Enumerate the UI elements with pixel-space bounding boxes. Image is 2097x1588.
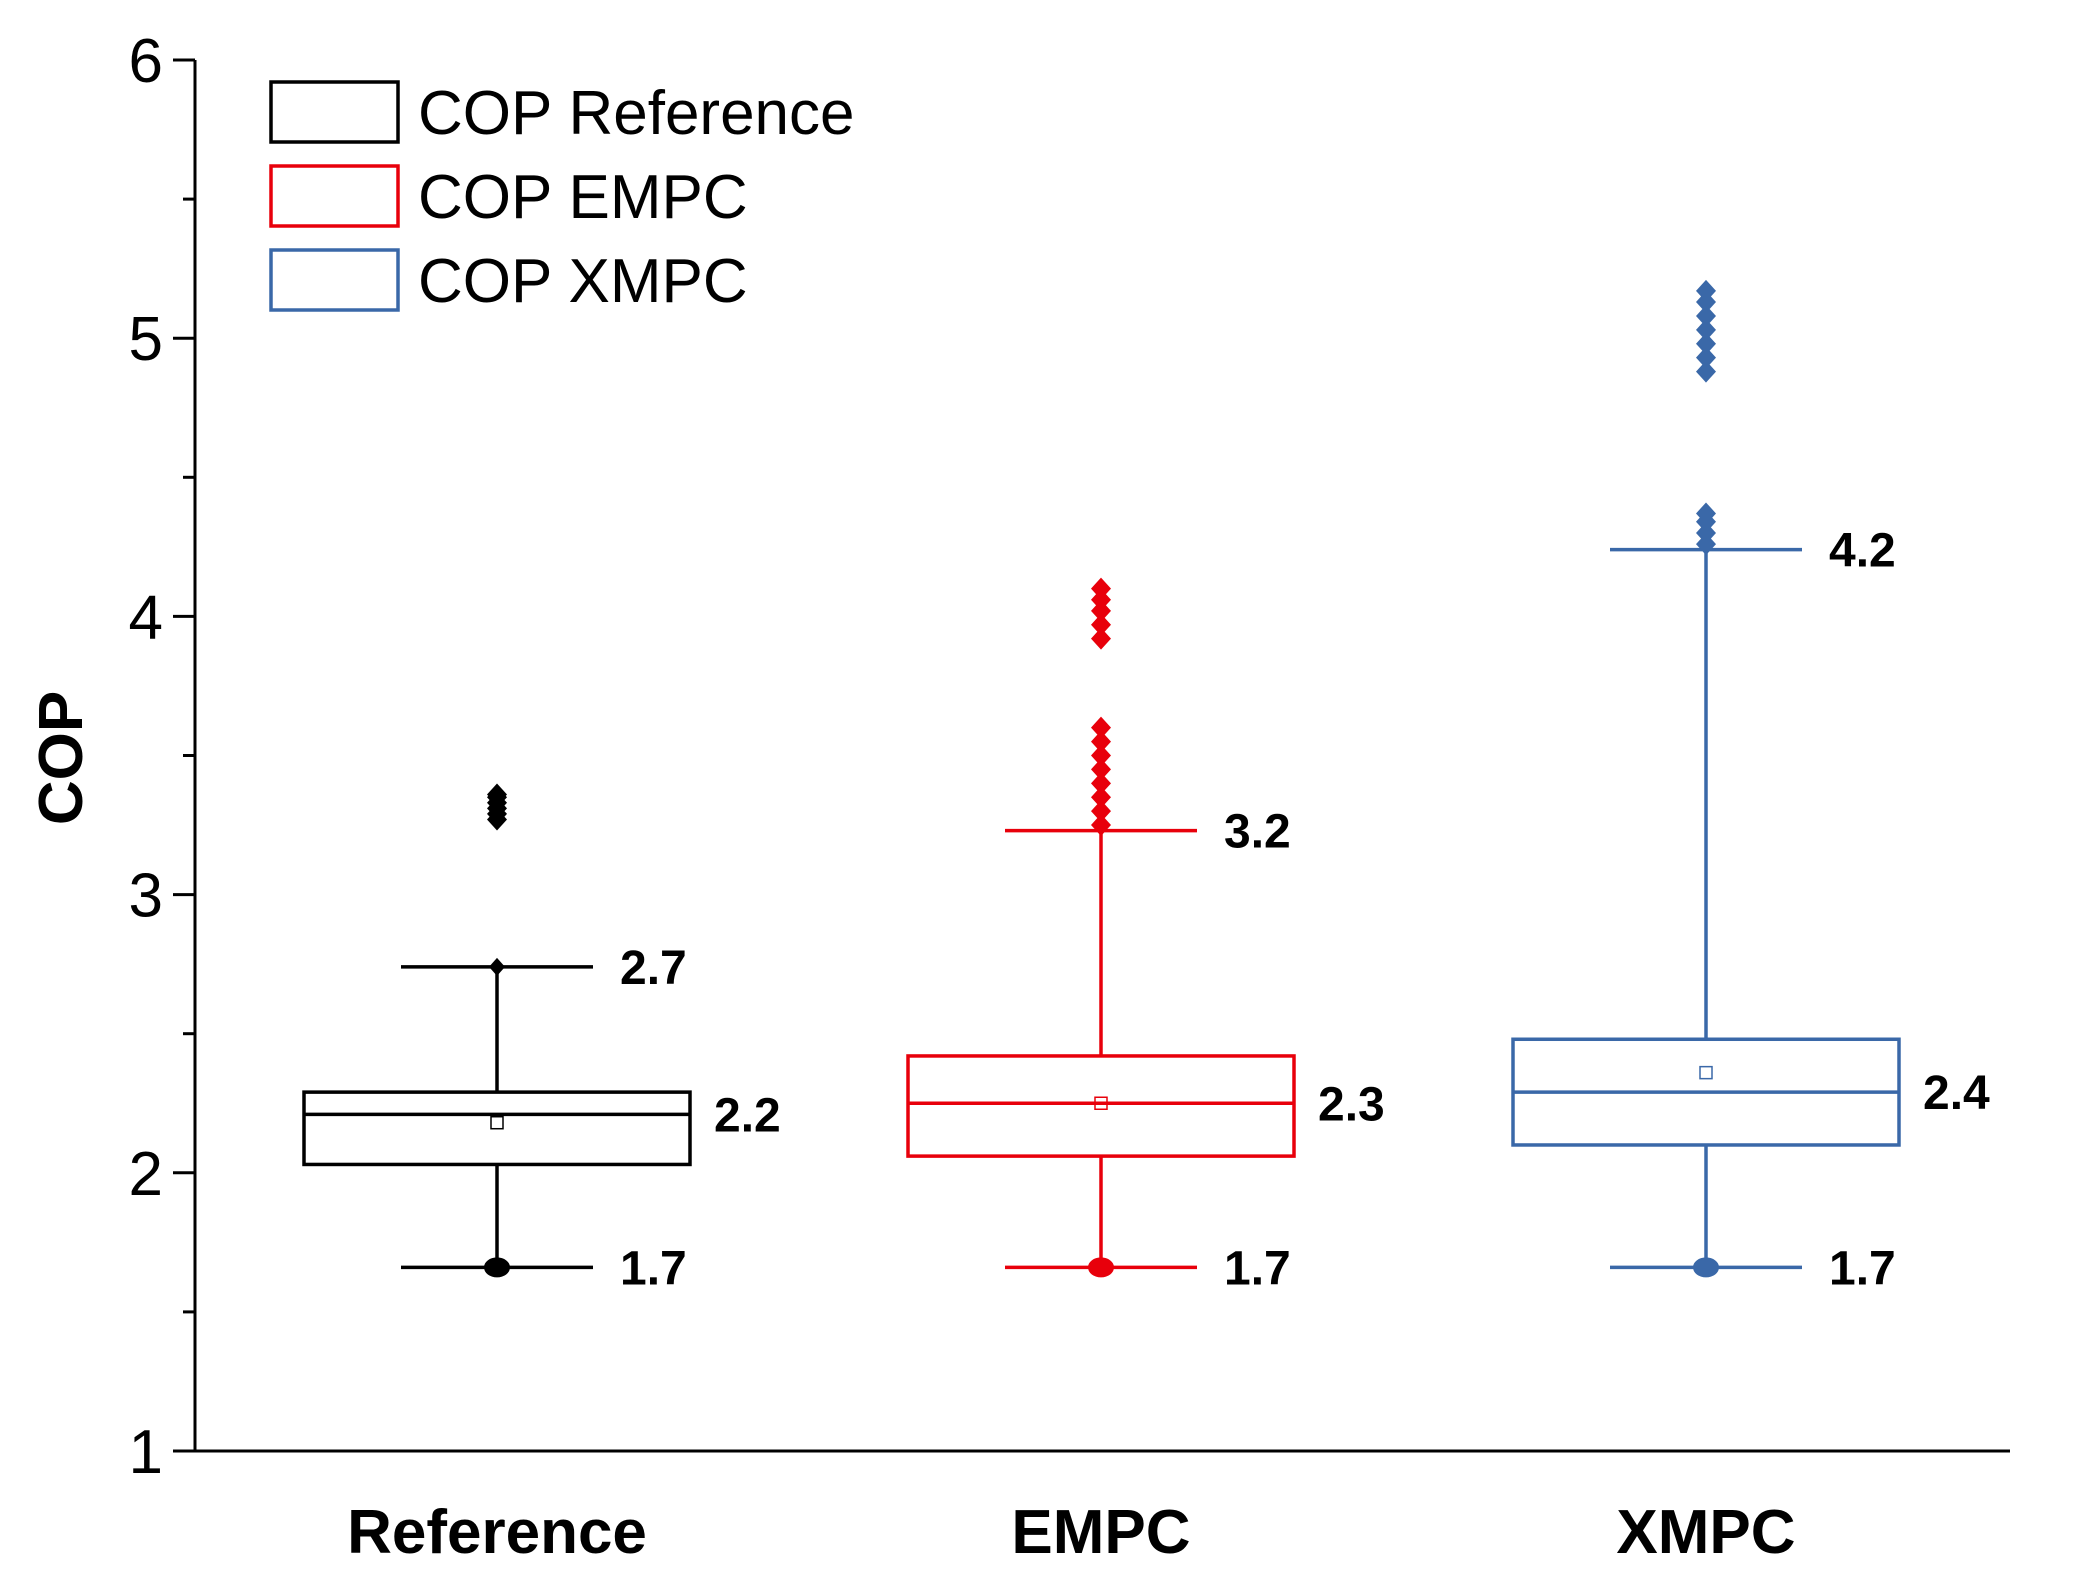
outlier-point	[1696, 360, 1716, 383]
x-category-label: Reference	[347, 1498, 647, 1567]
low-cluster-point	[1693, 1257, 1719, 1278]
outlier-point	[1696, 318, 1716, 341]
outlier-point	[1091, 730, 1111, 753]
low-cluster-point	[1088, 1257, 1114, 1278]
value-label-high: 2.7	[620, 942, 687, 995]
outlier-point	[1091, 744, 1111, 767]
mean-marker	[1699, 1065, 1713, 1080]
y-tick-label: 2	[129, 1140, 163, 1209]
outlier-point	[1091, 613, 1111, 636]
y-tick-label: 6	[129, 27, 163, 96]
outlier-point	[1091, 772, 1111, 795]
value-label-low: 1.7	[1829, 1242, 1896, 1295]
value-label-high: 3.2	[1224, 806, 1291, 859]
legend-label: COP EMPC	[418, 163, 748, 232]
axes: 1 2 3 4 5 6 COP Reference EMPC XMPC	[27, 27, 2010, 1567]
outlier-point	[1696, 304, 1716, 327]
box-group-xmpc: 4.2 2.4 1.7	[1511, 279, 1990, 1295]
outlier-point	[1091, 800, 1111, 823]
x-category-label: XMPC	[1616, 1498, 1795, 1567]
legend-swatch	[269, 80, 400, 144]
mean-marker	[1094, 1096, 1108, 1110]
box-group-reference: 2.7 2.2 1.7	[302, 783, 781, 1295]
mean-marker	[490, 1115, 504, 1130]
box-group-empc: 3.2 2.3 1.7	[906, 577, 1385, 1295]
outlier-point	[1696, 521, 1716, 544]
low-cluster-point	[484, 1257, 510, 1278]
y-tick-label: 1	[129, 1418, 163, 1487]
value-label-high: 4.2	[1829, 525, 1896, 578]
outlier-point	[1696, 291, 1716, 314]
y-tick-label: 5	[129, 305, 163, 374]
outlier-point	[1696, 332, 1716, 355]
outlier-point	[1696, 502, 1716, 525]
outlier-point	[1091, 588, 1111, 611]
outlier-point	[1696, 346, 1716, 369]
outlier-point	[1091, 577, 1111, 600]
outlier-point	[1091, 758, 1111, 781]
legend-swatch	[269, 248, 400, 312]
outlier-point	[487, 783, 507, 806]
value-label-low: 1.7	[620, 1242, 687, 1295]
legend-label: COP Reference	[418, 79, 855, 148]
outlier-point	[1696, 533, 1716, 556]
value-label-median: 2.2	[714, 1089, 781, 1142]
legend-label: COP XMPC	[418, 247, 748, 316]
legend-swatch	[269, 164, 400, 228]
outlier-point	[1091, 814, 1111, 837]
x-category-label: EMPC	[1011, 1498, 1190, 1567]
y-tick-label: 3	[129, 862, 163, 931]
legend: COP Reference COP EMPC COP XMPC	[269, 79, 855, 316]
cap-point	[489, 957, 505, 976]
value-label-low: 1.7	[1224, 1242, 1291, 1295]
outlier-point	[1696, 279, 1716, 302]
box-plots: 2.7 2.2 1.7 3.2 2.3 1.7 4.2 2.4 1.7	[302, 279, 1990, 1295]
y-axis-title: COP	[27, 691, 96, 825]
outlier-point	[1091, 599, 1111, 622]
y-tick-label: 4	[129, 583, 163, 652]
outlier-point	[1091, 627, 1111, 650]
outlier-point	[1091, 786, 1111, 809]
box-iqr	[302, 1090, 692, 1167]
value-label-median: 2.4	[1923, 1067, 1990, 1120]
outlier-point	[1091, 716, 1111, 739]
value-label-median: 2.3	[1318, 1078, 1385, 1131]
box-iqr	[906, 1054, 1296, 1158]
